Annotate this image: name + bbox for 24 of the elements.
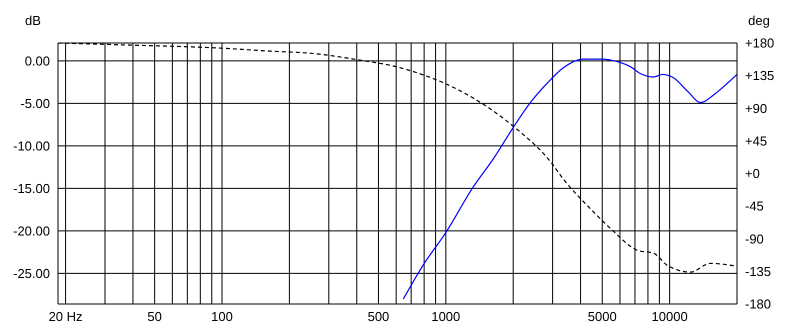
y2-tick-label: +45 bbox=[745, 133, 768, 148]
x-tick-label: 100 bbox=[211, 309, 233, 324]
y2-tick-label: +135 bbox=[745, 68, 774, 84]
y-tick-label: -20.00 bbox=[13, 224, 50, 238]
y-axis-title: dB bbox=[25, 13, 41, 28]
x-tick-label: 500 bbox=[368, 309, 390, 324]
x-tick-label: 10000 bbox=[652, 309, 688, 324]
y2-axis-title: deg bbox=[748, 13, 770, 28]
y2-tick-label: -90 bbox=[745, 231, 764, 246]
x-tick-label: 1000 bbox=[431, 309, 460, 324]
y-tick-label: -10.00 bbox=[13, 138, 50, 154]
y2-tick-label: +180 bbox=[745, 36, 774, 51]
y2-tick-label: -180 bbox=[745, 296, 772, 312]
x-tick-label: 50 bbox=[147, 309, 162, 324]
y-tick-label: -25.00 bbox=[13, 266, 50, 282]
y-tick-label: 0.00 bbox=[24, 53, 50, 68]
y2-tick-label: +0 bbox=[745, 166, 760, 182]
y2-tick-label: +90 bbox=[745, 100, 768, 116]
y2-tick-label: -45 bbox=[745, 198, 764, 214]
x-tick-label: 5000 bbox=[588, 309, 617, 324]
y2-tick-label: -135 bbox=[745, 264, 772, 279]
y-tick-label: -15.00 bbox=[13, 180, 50, 196]
y-tick-label: -5.00 bbox=[20, 96, 50, 111]
x-tick-label: 20 Hz bbox=[48, 309, 83, 324]
